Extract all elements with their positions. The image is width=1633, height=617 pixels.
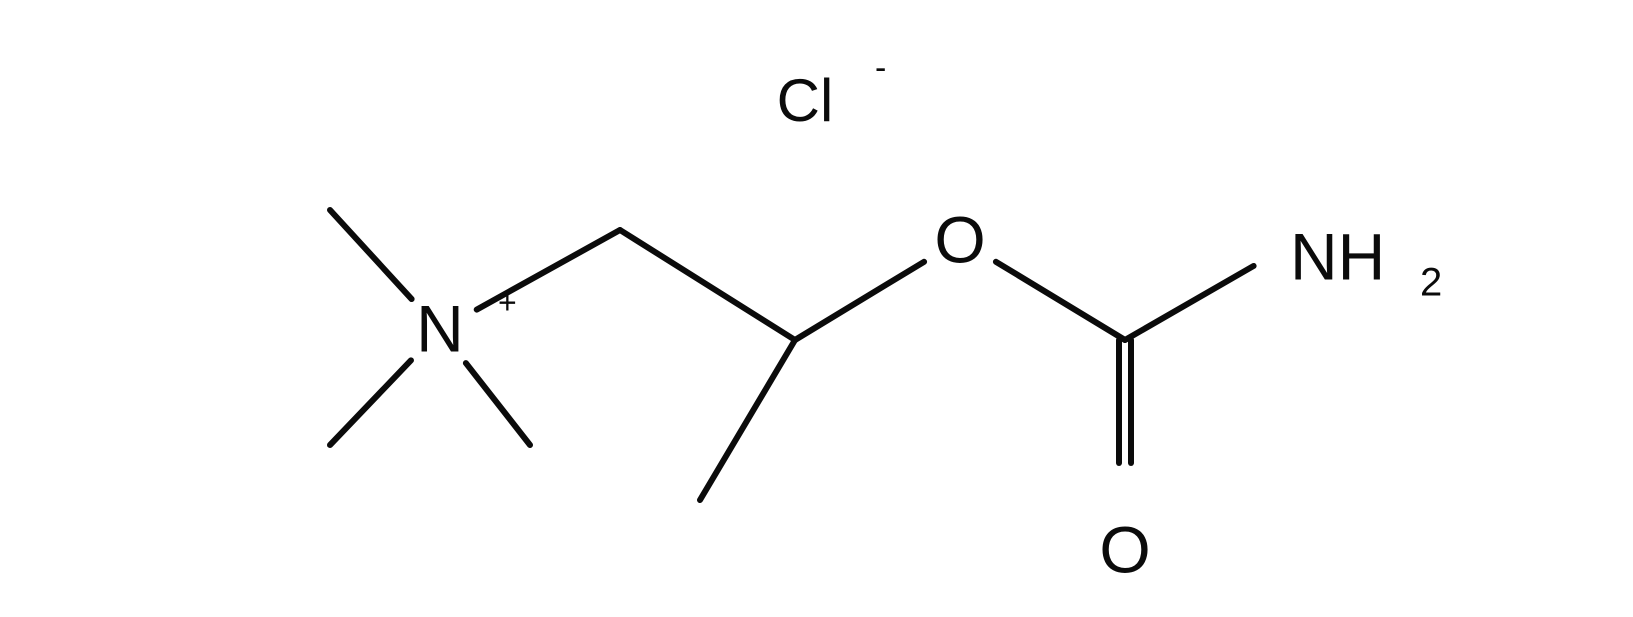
bond [620, 230, 795, 340]
bond [700, 340, 795, 500]
bonds-layer [330, 210, 1254, 500]
chemical-structure: Cl - N + O O NH 2 [0, 0, 1633, 617]
bond [466, 363, 530, 445]
nitrogen-label: N [416, 291, 464, 365]
counterion-charge: - [875, 49, 886, 87]
counterion-label: Cl [777, 67, 834, 134]
nitrogen-charge: + [498, 284, 517, 320]
ether-oxygen-label: O [934, 202, 985, 276]
bond [795, 262, 924, 340]
bond [1125, 266, 1254, 340]
amide-nh-subscript: 2 [1420, 261, 1442, 305]
carbonyl-oxygen-label: O [1099, 512, 1150, 586]
bond [996, 262, 1125, 340]
bond [330, 360, 411, 445]
amide-nh-label: NH [1290, 219, 1385, 293]
bond [330, 210, 412, 299]
